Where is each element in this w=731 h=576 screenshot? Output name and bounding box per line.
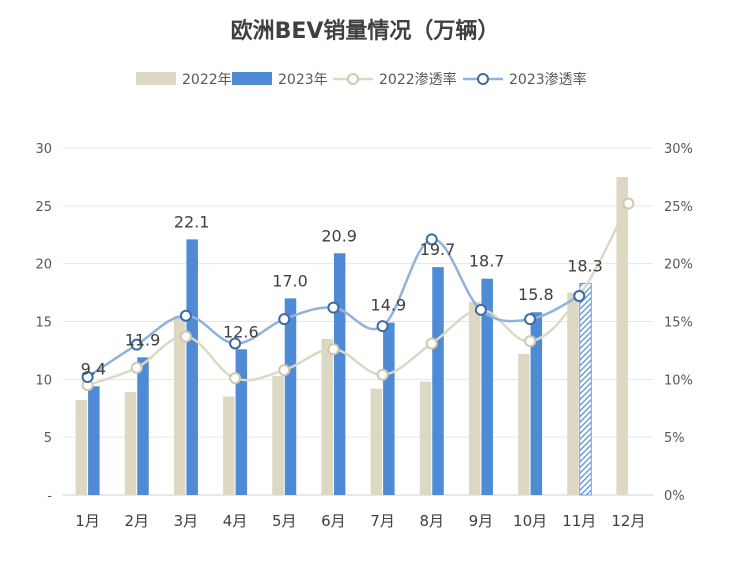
bars — [75, 176, 628, 496]
data-label: 19.7 — [420, 240, 456, 259]
line-point — [425, 337, 438, 350]
line-point — [327, 343, 340, 356]
legend-label: 2022渗透率 — [379, 71, 457, 88]
bar — [272, 375, 284, 495]
bar — [235, 349, 248, 495]
bar — [579, 282, 592, 496]
x-tick-label: 4月 — [223, 512, 248, 530]
x-axis: 1月 2月 3月 4月 5月 6月 7月 8月 9月 10月 11月 12月 — [75, 512, 645, 530]
x-tick-label: 3月 — [174, 512, 199, 530]
bar — [173, 315, 186, 495]
data-label: 9.4 — [81, 359, 106, 378]
line-point — [179, 309, 192, 322]
bar — [567, 292, 579, 495]
chart-title: 欧洲BEV销量情况（万辆） — [231, 18, 500, 44]
legend-swatch — [136, 72, 176, 85]
bar — [383, 322, 395, 495]
x-tick-label: 10月 — [513, 512, 547, 530]
x-tick-label: 8月 — [419, 512, 444, 530]
line-point — [229, 372, 242, 385]
line-point — [130, 361, 143, 374]
data-label: 18.3 — [567, 256, 603, 275]
bar — [284, 298, 297, 495]
legend: 2022年 2023年 2022渗透率 2023渗透率 — [136, 71, 587, 88]
line-point — [179, 330, 192, 343]
x-tick-label: 1月 — [75, 512, 100, 530]
bar — [616, 176, 628, 495]
bar — [432, 267, 444, 495]
data-label: 17.0 — [272, 271, 308, 290]
line-point — [130, 338, 143, 351]
bar — [137, 357, 149, 495]
data-label: 12.6 — [223, 322, 259, 341]
line-point — [474, 303, 487, 316]
bar — [186, 239, 198, 495]
bar — [419, 381, 432, 495]
legend-marker — [477, 73, 489, 85]
bar — [124, 392, 137, 495]
bar — [321, 338, 333, 495]
lines — [81, 197, 635, 392]
x-tick-label: 6月 — [321, 512, 346, 530]
right-tick-label: 20% — [664, 258, 693, 273]
data-label: 14.9 — [371, 296, 407, 315]
legend-label: 2022年 — [182, 72, 232, 88]
line-point — [524, 335, 537, 348]
line-point — [622, 197, 635, 210]
left-tick-label: 10 — [35, 373, 52, 388]
right-tick-label: 5% — [664, 431, 685, 446]
data-label: 22.1 — [174, 212, 210, 231]
x-tick-label: 12月 — [611, 512, 645, 530]
right-tick-label: 15% — [664, 316, 693, 331]
left-tick-label: 20 — [35, 258, 52, 273]
data-label: 11.9 — [125, 330, 161, 349]
right-tick-label: 30% — [664, 142, 693, 157]
line-point — [327, 301, 340, 314]
line-point — [278, 313, 291, 326]
line-point — [425, 233, 438, 246]
legend-label: 2023渗透率 — [509, 71, 587, 88]
data-label: 15.8 — [518, 285, 554, 304]
right-tick-label: 10% — [664, 373, 693, 388]
left-tick-label: 5 — [44, 431, 52, 446]
bar — [88, 386, 100, 495]
right-axis: 0% 5% 10% 15% 20% 25% 30% — [664, 142, 693, 504]
line-point — [573, 290, 586, 303]
bar — [481, 278, 493, 495]
line-point — [81, 371, 94, 384]
data-label: 20.9 — [321, 226, 357, 245]
right-tick-label: 0% — [664, 489, 685, 504]
legend-swatch — [232, 72, 272, 85]
line-point — [376, 320, 389, 333]
legend-marker — [347, 73, 359, 85]
bar — [223, 396, 235, 495]
x-tick-label: 9月 — [469, 512, 494, 530]
bar — [518, 353, 530, 495]
bar — [333, 253, 346, 495]
bar — [530, 312, 543, 495]
data-label: 18.7 — [469, 252, 505, 271]
right-tick-label: 25% — [664, 200, 693, 215]
series-line — [86, 238, 580, 379]
line-point — [376, 368, 389, 381]
bar — [370, 388, 383, 495]
bar — [468, 301, 481, 495]
line-point — [229, 337, 242, 350]
x-tick-label: 5月 — [272, 512, 297, 530]
data-labels: 9.4 11.9 22.1 12.6 17.0 20.9 14.9 19.7 18.7 15.8 1… — [81, 212, 603, 378]
x-tick-label: 7月 — [370, 512, 395, 530]
legend-label: 2023年 — [278, 72, 328, 88]
left-axis: - 5 10 15 20 25 30 — [35, 142, 52, 504]
left-tick-label: 30 — [35, 142, 52, 157]
x-tick-label: 2月 — [124, 512, 149, 530]
left-tick-label: 15 — [35, 316, 52, 331]
bar — [75, 400, 88, 495]
line-point — [524, 313, 537, 326]
line-point — [278, 364, 291, 377]
x-tick-label: 11月 — [562, 512, 596, 530]
left-tick-label: - — [47, 489, 52, 504]
left-tick-label: 25 — [35, 200, 52, 215]
